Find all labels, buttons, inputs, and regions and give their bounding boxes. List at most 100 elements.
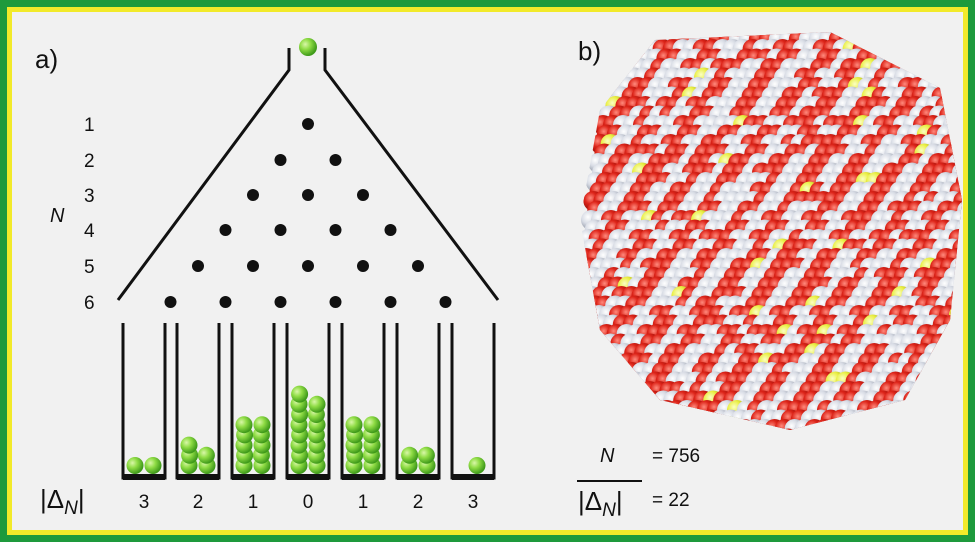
atom	[882, 39, 903, 59]
atom	[939, 381, 960, 401]
atom	[934, 343, 955, 363]
atom	[956, 48, 962, 69]
atom	[695, 32, 715, 40]
atom	[921, 362, 942, 382]
atom	[912, 39, 933, 59]
atom	[680, 409, 701, 430]
atom	[580, 419, 585, 430]
n-symbol: N	[600, 445, 615, 467]
atom	[724, 419, 745, 430]
avg-delta-label: |ΔN|	[578, 486, 623, 521]
atom	[885, 32, 905, 40]
atom	[958, 153, 962, 173]
atom	[940, 409, 961, 430]
funnel-right-wall	[323, 48, 500, 301]
bin-label: 3	[139, 492, 150, 513]
atom	[972, 87, 975, 107]
atom	[608, 32, 629, 50]
atom	[874, 419, 895, 430]
atom	[865, 32, 885, 40]
atom	[600, 409, 621, 430]
atom	[951, 362, 962, 382]
row-label: 2	[84, 151, 95, 172]
bin-array	[121, 323, 496, 480]
atom	[637, 400, 657, 420]
atom	[580, 409, 601, 430]
bin	[121, 323, 167, 480]
atom	[915, 371, 936, 392]
atom	[929, 381, 950, 401]
atom	[868, 428, 889, 430]
atom	[884, 419, 905, 430]
atom	[580, 295, 596, 316]
atom	[594, 419, 615, 430]
peg	[219, 296, 232, 308]
atom	[585, 371, 606, 392]
atom	[968, 77, 975, 97]
atom	[684, 419, 705, 430]
atom	[580, 333, 601, 354]
atom	[940, 58, 961, 78]
atom	[906, 48, 927, 69]
peg	[219, 224, 232, 236]
bin	[450, 323, 496, 480]
atom	[969, 30, 975, 50]
atom	[895, 32, 915, 40]
atom	[647, 400, 667, 420]
atom	[580, 428, 599, 430]
peg	[357, 260, 369, 272]
panel-a-label: a)	[35, 44, 58, 74]
atom	[599, 381, 620, 401]
ball	[345, 416, 363, 434]
atom	[580, 362, 592, 382]
atom	[945, 96, 962, 116]
atom	[580, 400, 587, 420]
row-labels: 1 2 3 4 5 6	[84, 115, 95, 314]
atom	[962, 163, 975, 183]
atom	[905, 32, 925, 40]
atom	[798, 428, 819, 430]
atom	[602, 39, 623, 59]
atom	[958, 352, 962, 373]
atom	[615, 371, 636, 392]
atom	[892, 39, 913, 59]
ball	[126, 457, 144, 474]
atom	[603, 390, 624, 411]
atom	[908, 428, 929, 430]
atom	[914, 419, 935, 430]
atom	[927, 400, 947, 420]
bin-label: 1	[248, 492, 259, 513]
atom	[931, 362, 952, 382]
peg	[164, 296, 177, 308]
atom	[969, 106, 975, 126]
atom	[958, 229, 962, 249]
atom	[942, 39, 962, 59]
atom	[660, 409, 681, 430]
atom	[961, 86, 962, 107]
atom	[935, 32, 955, 40]
atom	[896, 48, 917, 69]
atom	[583, 390, 604, 411]
bin-label: 2	[193, 492, 204, 513]
atom	[961, 286, 962, 306]
atom	[928, 352, 948, 373]
peg	[274, 154, 287, 166]
atom	[580, 362, 582, 382]
atom	[618, 32, 639, 50]
atom	[933, 390, 954, 411]
atom	[965, 96, 975, 116]
ball	[180, 436, 198, 454]
atom	[971, 210, 975, 230]
atom	[630, 409, 651, 430]
atom	[665, 32, 685, 40]
atom	[580, 352, 598, 373]
atom	[949, 105, 962, 126]
peg	[439, 296, 452, 308]
row-label: 3	[84, 186, 95, 207]
atom	[600, 58, 621, 78]
atom	[888, 428, 909, 430]
atom	[951, 86, 962, 107]
atom	[628, 32, 649, 50]
ball	[308, 395, 326, 413]
